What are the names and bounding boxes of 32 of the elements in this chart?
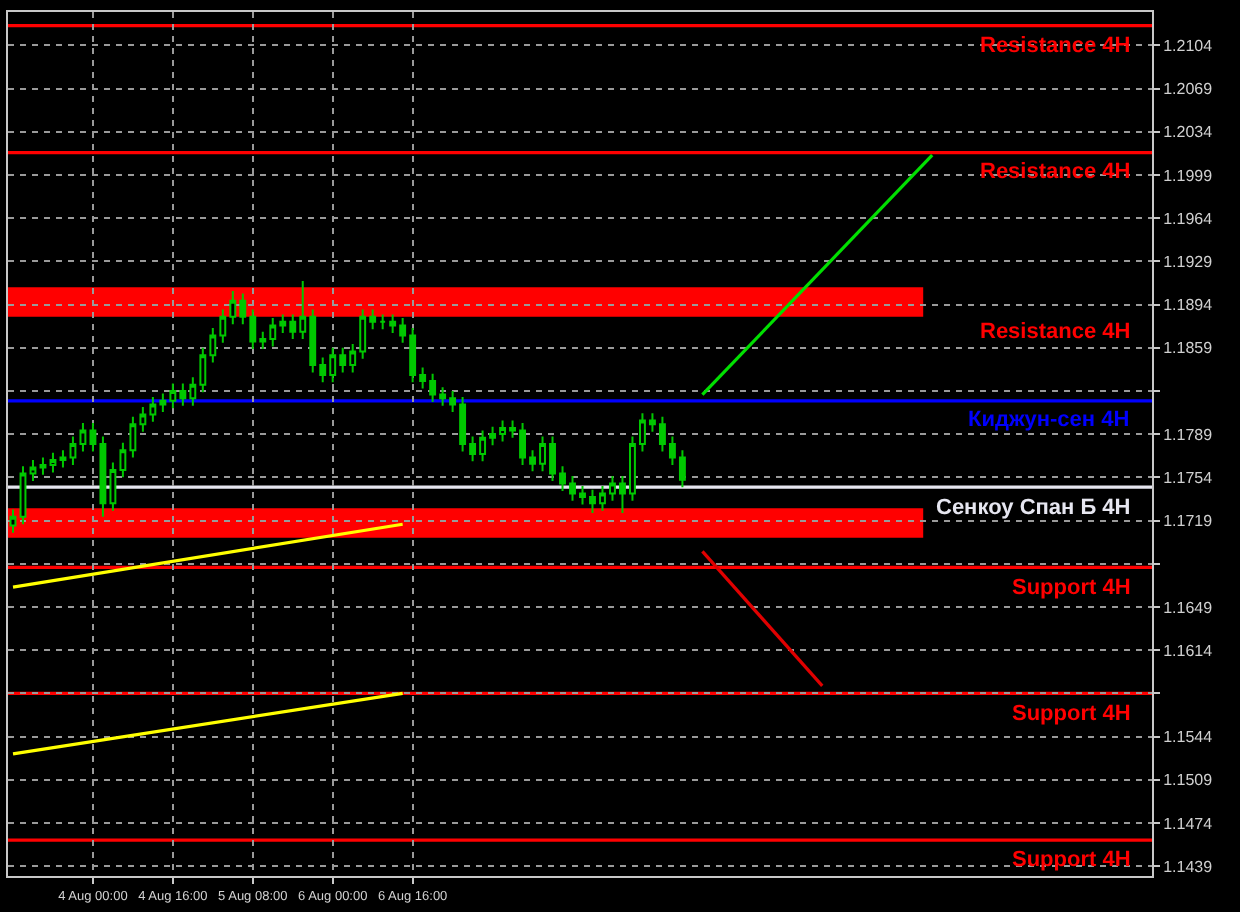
candlestick	[9, 508, 17, 534]
ref-line-label: Сенкоу Спан Б 4H	[936, 496, 1131, 520]
candlestick	[39, 456, 47, 476]
y-tick-label: 1.1894	[1163, 296, 1214, 315]
y-tick-label: 1.1649	[1163, 598, 1214, 617]
y-tick-label: 1.1754	[1163, 468, 1214, 487]
y-tick-label: 1.1789	[1163, 425, 1214, 444]
y-tick-label: 1.1859	[1163, 339, 1214, 358]
band-label: Resistance 4H	[980, 320, 1131, 344]
y-tick-label: 1.1964	[1163, 209, 1214, 228]
y-tick-label: 1.2069	[1163, 80, 1214, 99]
candlestick	[19, 465, 27, 526]
y-tick-label: 1.1474	[1163, 814, 1214, 833]
y-tick-label: 1.1719	[1163, 512, 1214, 531]
ref-line-label: Support 4H	[1012, 848, 1131, 872]
candlestick	[29, 459, 37, 483]
candlestick	[379, 313, 387, 331]
y-tick-label: 1.2104	[1163, 36, 1214, 55]
y-tick-label: 1.1929	[1163, 252, 1214, 271]
ref-line-label: Resistance 4H	[980, 34, 1131, 58]
y-tick-label: 1.2034	[1163, 123, 1214, 142]
ref-line-label: Support 4H	[1012, 576, 1131, 600]
y-tick-label: 1.1999	[1163, 166, 1214, 185]
candlestick	[49, 451, 57, 474]
ref-line-label: Киджун-сен 4H	[968, 408, 1130, 432]
ref-line-label: Resistance 4H	[980, 160, 1131, 184]
y-tick-label: 1.1614	[1163, 641, 1214, 660]
y-tick-label: 1.1544	[1163, 728, 1214, 747]
y-tick-label: 1.1509	[1163, 771, 1214, 790]
y-tick-label: 1.1439	[1163, 857, 1214, 876]
candlestick	[59, 449, 67, 469]
ref-line-label: Support 4H	[1012, 702, 1131, 726]
